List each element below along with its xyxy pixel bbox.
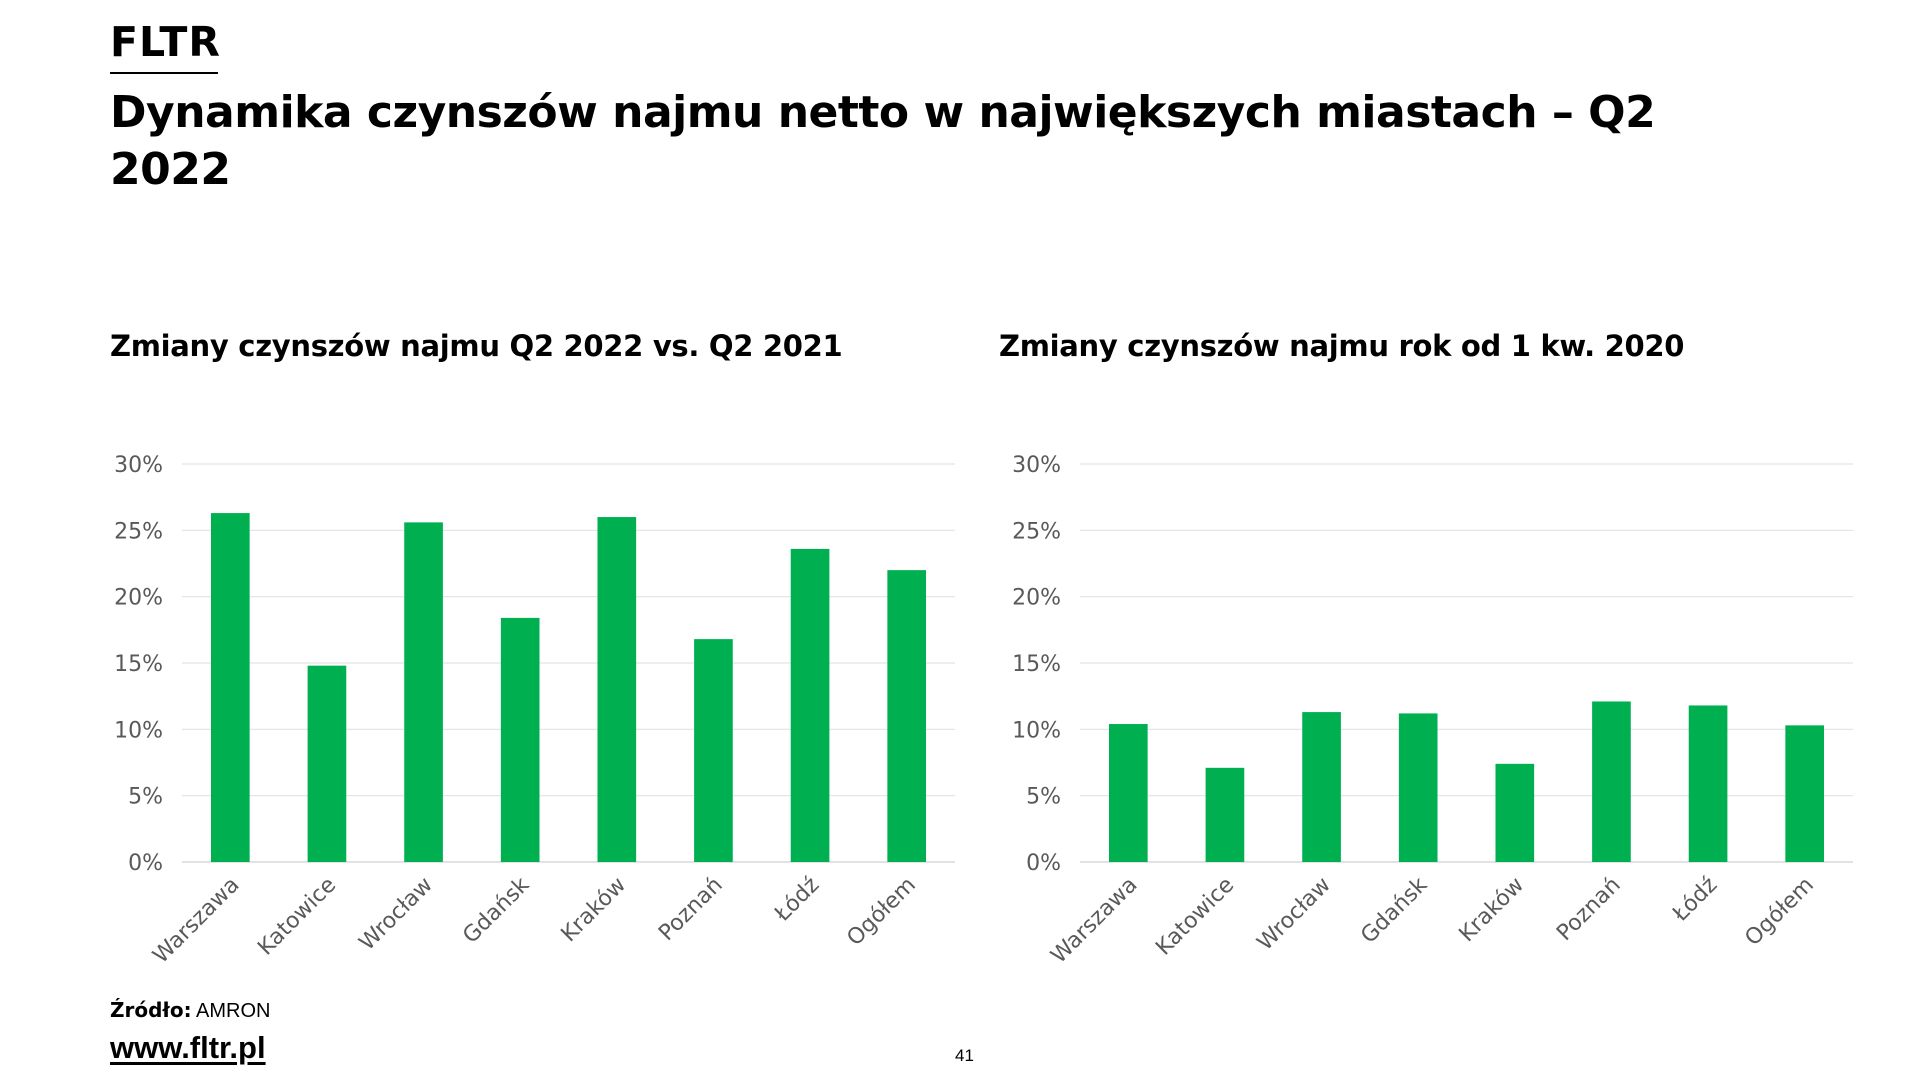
x-tick-label: Kraków — [557, 873, 632, 948]
bar-wrocław — [1302, 712, 1341, 862]
bar-gdańsk — [500, 617, 540, 862]
bar-ogółem — [887, 570, 927, 862]
bar-poznań — [694, 639, 733, 862]
chart-title-right: Zmiany czynszów najmu rok od 1 kw. 2020 — [999, 329, 1685, 363]
bar-warszawa — [210, 513, 250, 862]
y-tick-label: 15% — [114, 652, 163, 677]
x-tick-label: Poznań — [654, 873, 727, 946]
brand-logo: FLTR — [110, 18, 221, 66]
logo-underline — [110, 72, 218, 74]
bar-gdańsk — [1398, 713, 1438, 862]
y-tick-label: 10% — [1012, 718, 1061, 743]
bar-wrocław — [404, 522, 443, 862]
x-tick-label: Kraków — [1455, 873, 1530, 948]
y-tick-label: 15% — [1012, 652, 1061, 677]
bar-katowice — [307, 665, 347, 862]
x-tick-label: Katowice — [1151, 873, 1239, 961]
bar-chart-right: 0% 5% 10% 15% 20% 25% 30% Warszawa Katowice Wrocł… — [1012, 453, 1853, 969]
page-number: 41 — [955, 1046, 974, 1065]
y-tick-label: 30% — [1012, 453, 1061, 478]
y-tick-label: 20% — [114, 586, 163, 611]
y-tick-label: 0% — [128, 851, 163, 876]
x-tick-label: Łódź — [1668, 873, 1723, 928]
y-tick-label: 25% — [114, 519, 163, 544]
bar-kraków — [1495, 763, 1535, 862]
y-tick-label: 5% — [1026, 785, 1061, 810]
bar-chart-left: 0% 5% 10% 15% 20% 25% 30% Warszawa Katowice Wrocł… — [114, 453, 955, 969]
y-tick-label: 10% — [114, 718, 163, 743]
x-tick-label: Ogółem — [842, 873, 920, 951]
bar-katowice — [1205, 767, 1245, 862]
bar-warszawa — [1108, 724, 1148, 862]
x-tick-label: Ogółem — [1740, 873, 1818, 951]
x-tick-label: Gdańsk — [458, 872, 534, 948]
bar-łódź — [790, 548, 830, 862]
y-tick-label: 30% — [114, 453, 163, 478]
y-tick-label: 5% — [128, 785, 163, 810]
source-value: AMRON — [196, 1000, 271, 1022]
bar-poznań — [1592, 701, 1631, 862]
x-tick-label: Warszawa — [148, 873, 244, 969]
x-tick-label: Wrocław — [355, 873, 438, 956]
website-link[interactable]: www.fltr.pl — [110, 1030, 266, 1065]
chart-title-left: Zmiany czynszów najmu Q2 2022 vs. Q2 202… — [110, 329, 843, 363]
x-tick-label: Łódź — [770, 873, 825, 928]
y-tick-label: 25% — [1012, 519, 1061, 544]
x-tick-label: Katowice — [253, 873, 341, 961]
bar-kraków — [597, 517, 637, 862]
source-note: Źródło: AMRON — [110, 998, 271, 1023]
y-tick-label: 20% — [1012, 586, 1061, 611]
x-tick-label: Gdańsk — [1356, 872, 1432, 948]
bar-ogółem — [1785, 725, 1825, 862]
x-tick-label: Warszawa — [1046, 873, 1142, 969]
page-title: Dynamika czynszów najmu netto w najwięks… — [110, 87, 1656, 195]
bar-łódź — [1688, 705, 1728, 862]
x-tick-label: Poznań — [1552, 873, 1625, 946]
source-label: Źródło: — [110, 998, 192, 1022]
x-tick-label: Wrocław — [1253, 873, 1336, 956]
y-tick-label: 0% — [1026, 851, 1061, 876]
